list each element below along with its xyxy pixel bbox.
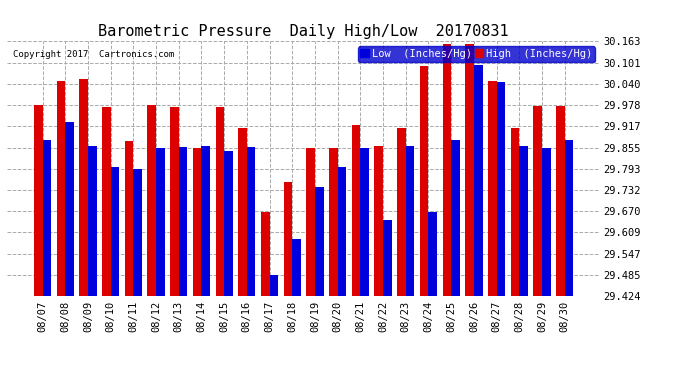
- Bar: [488, 81, 497, 296]
- Bar: [442, 44, 451, 296]
- Bar: [270, 275, 278, 296]
- Title: Barometric Pressure  Daily High/Low  20170831: Barometric Pressure Daily High/Low 20170…: [98, 24, 509, 39]
- Bar: [306, 147, 315, 296]
- Bar: [247, 147, 255, 296]
- Bar: [293, 239, 301, 296]
- Bar: [238, 128, 247, 296]
- Bar: [497, 82, 505, 296]
- Bar: [201, 147, 210, 296]
- Bar: [57, 81, 65, 296]
- Bar: [533, 106, 542, 296]
- Bar: [133, 169, 142, 296]
- Bar: [520, 147, 528, 296]
- Bar: [465, 44, 474, 296]
- Bar: [428, 212, 437, 296]
- Bar: [360, 147, 369, 296]
- Bar: [511, 128, 520, 296]
- Bar: [315, 187, 324, 296]
- Bar: [406, 147, 415, 296]
- Bar: [102, 107, 110, 296]
- Bar: [261, 212, 270, 296]
- Bar: [352, 125, 360, 296]
- Bar: [451, 140, 460, 296]
- Bar: [397, 128, 406, 296]
- Bar: [79, 78, 88, 296]
- Bar: [88, 147, 97, 296]
- Bar: [65, 122, 74, 296]
- Bar: [110, 166, 119, 296]
- Bar: [215, 107, 224, 296]
- Bar: [170, 107, 179, 296]
- Bar: [329, 147, 337, 296]
- Bar: [156, 147, 165, 296]
- Bar: [179, 147, 188, 296]
- Bar: [556, 106, 564, 296]
- Text: Copyright 2017  Cartronics.com: Copyright 2017 Cartronics.com: [13, 50, 174, 59]
- Bar: [542, 147, 551, 296]
- Legend: Low  (Inches/Hg), High  (Inches/Hg): Low (Inches/Hg), High (Inches/Hg): [357, 46, 595, 62]
- Bar: [337, 166, 346, 296]
- Bar: [474, 65, 482, 296]
- Bar: [148, 105, 156, 296]
- Bar: [43, 140, 51, 296]
- Bar: [284, 182, 293, 296]
- Bar: [383, 220, 392, 296]
- Bar: [420, 66, 428, 296]
- Bar: [564, 140, 573, 296]
- Bar: [193, 148, 201, 296]
- Bar: [375, 147, 383, 296]
- Bar: [224, 151, 233, 296]
- Bar: [34, 105, 43, 296]
- Bar: [125, 141, 133, 296]
